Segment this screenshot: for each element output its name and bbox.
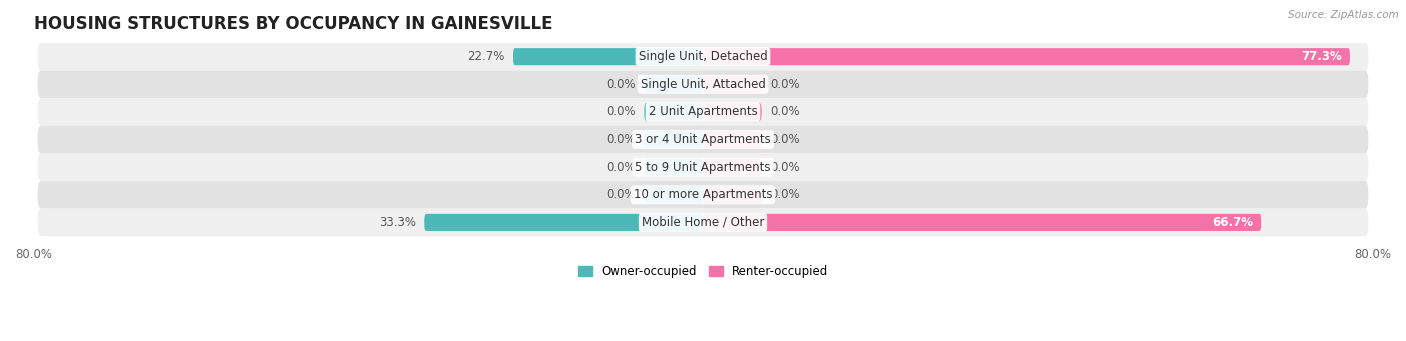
- FancyBboxPatch shape: [644, 103, 703, 120]
- Text: Single Unit, Attached: Single Unit, Attached: [641, 78, 765, 91]
- FancyBboxPatch shape: [38, 209, 1368, 236]
- Text: 0.0%: 0.0%: [770, 188, 800, 201]
- Text: HOUSING STRUCTURES BY OCCUPANCY IN GAINESVILLE: HOUSING STRUCTURES BY OCCUPANCY IN GAINE…: [34, 15, 553, 33]
- FancyBboxPatch shape: [38, 71, 1368, 98]
- FancyBboxPatch shape: [38, 126, 1368, 153]
- FancyBboxPatch shape: [38, 43, 1368, 71]
- Text: 0.0%: 0.0%: [770, 161, 800, 174]
- Text: Source: ZipAtlas.com: Source: ZipAtlas.com: [1288, 10, 1399, 20]
- FancyBboxPatch shape: [703, 131, 762, 148]
- FancyBboxPatch shape: [513, 48, 703, 65]
- FancyBboxPatch shape: [644, 131, 703, 148]
- Text: 0.0%: 0.0%: [770, 105, 800, 118]
- Text: 5 to 9 Unit Apartments: 5 to 9 Unit Apartments: [636, 161, 770, 174]
- Legend: Owner-occupied, Renter-occupied: Owner-occupied, Renter-occupied: [572, 260, 834, 283]
- Text: 0.0%: 0.0%: [606, 133, 636, 146]
- Text: 0.0%: 0.0%: [606, 188, 636, 201]
- Text: 22.7%: 22.7%: [467, 50, 505, 63]
- FancyBboxPatch shape: [703, 214, 1261, 231]
- Text: 3 or 4 Unit Apartments: 3 or 4 Unit Apartments: [636, 133, 770, 146]
- Text: 10 or more Apartments: 10 or more Apartments: [634, 188, 772, 201]
- FancyBboxPatch shape: [38, 181, 1368, 209]
- FancyBboxPatch shape: [38, 153, 1368, 181]
- Text: 33.3%: 33.3%: [380, 216, 416, 229]
- Text: 0.0%: 0.0%: [770, 78, 800, 91]
- Text: 0.0%: 0.0%: [606, 78, 636, 91]
- Text: 0.0%: 0.0%: [606, 161, 636, 174]
- FancyBboxPatch shape: [644, 186, 703, 203]
- FancyBboxPatch shape: [644, 76, 703, 93]
- FancyBboxPatch shape: [703, 103, 762, 120]
- Text: 0.0%: 0.0%: [770, 133, 800, 146]
- FancyBboxPatch shape: [425, 214, 703, 231]
- FancyBboxPatch shape: [644, 159, 703, 176]
- FancyBboxPatch shape: [703, 186, 762, 203]
- Text: 2 Unit Apartments: 2 Unit Apartments: [648, 105, 758, 118]
- FancyBboxPatch shape: [703, 48, 1350, 65]
- Text: Single Unit, Detached: Single Unit, Detached: [638, 50, 768, 63]
- Text: 66.7%: 66.7%: [1212, 216, 1253, 229]
- Text: 77.3%: 77.3%: [1301, 50, 1341, 63]
- Text: 0.0%: 0.0%: [606, 105, 636, 118]
- FancyBboxPatch shape: [703, 76, 762, 93]
- Text: Mobile Home / Other: Mobile Home / Other: [641, 216, 765, 229]
- FancyBboxPatch shape: [703, 159, 762, 176]
- FancyBboxPatch shape: [38, 98, 1368, 126]
